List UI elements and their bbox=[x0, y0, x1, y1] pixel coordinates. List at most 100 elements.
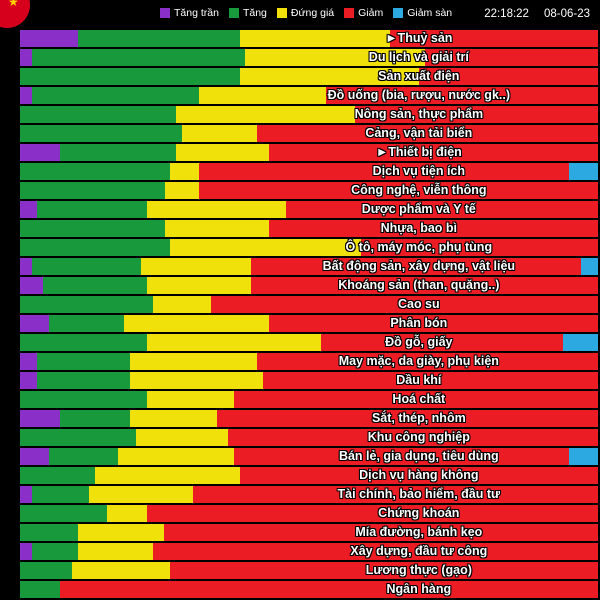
segment-up bbox=[48, 315, 125, 332]
segment-up bbox=[20, 581, 61, 598]
sector-row: Khu công nghiệp bbox=[20, 429, 598, 448]
segment-unchanged bbox=[164, 220, 269, 237]
sector-row: Dịch vụ tiện ích bbox=[20, 163, 598, 182]
stacked-bar bbox=[20, 49, 598, 66]
segment-ceiling bbox=[20, 258, 32, 275]
stacked-bar bbox=[20, 410, 598, 427]
stacked-bar bbox=[20, 353, 598, 370]
segment-up bbox=[31, 486, 90, 503]
down-swatch-icon bbox=[344, 8, 355, 18]
up-swatch-icon bbox=[228, 8, 239, 18]
stacked-bar bbox=[20, 163, 598, 180]
sector-label: Dịch vụ hàng không bbox=[359, 468, 479, 482]
segment-unchanged bbox=[152, 296, 211, 313]
segment-unchanged bbox=[147, 201, 286, 218]
segment-unchanged bbox=[135, 429, 229, 446]
legend-label: Giảm sàn bbox=[407, 7, 453, 19]
segment-unchanged bbox=[89, 486, 194, 503]
segment-unchanged bbox=[106, 505, 148, 522]
clock-time: 22:18:22 bbox=[484, 8, 529, 20]
segment-unchanged bbox=[118, 448, 234, 465]
legend-label: Tăng trần bbox=[174, 7, 219, 19]
stacked-bar bbox=[20, 220, 598, 237]
segment-down bbox=[239, 467, 598, 484]
sector-row: Ngân hàng bbox=[20, 581, 598, 600]
sector-label: Khoáng sản (than, quặng..) bbox=[338, 278, 500, 292]
stacked-bar bbox=[20, 562, 598, 579]
stacked-bar bbox=[20, 334, 598, 351]
stacked-bar bbox=[20, 524, 598, 541]
legend: Tăng trần Tăng Đứng giá Giảm Giảm sàn bbox=[160, 7, 452, 19]
sector-row: Nhựa, bao bì bbox=[20, 220, 598, 239]
segment-down bbox=[268, 220, 598, 237]
segment-up bbox=[20, 429, 136, 446]
segment-up bbox=[20, 467, 96, 484]
sector-row: Đồ gỗ, giấy bbox=[20, 334, 598, 353]
stacked-bar bbox=[20, 581, 598, 598]
stacked-bar bbox=[20, 296, 598, 313]
sector-label: Mía đường, bánh kẹo bbox=[355, 525, 483, 539]
sector-row: Ô tô, máy móc, phụ tùng bbox=[20, 239, 598, 258]
sector-label: Tài chính, bảo hiểm, đầu tư bbox=[337, 487, 501, 501]
segment-down bbox=[216, 410, 598, 427]
stacked-bar bbox=[20, 201, 598, 218]
segment-unchanged bbox=[129, 372, 263, 389]
segment-up bbox=[48, 448, 119, 465]
stacked-bar bbox=[20, 486, 598, 503]
segment-down bbox=[233, 391, 598, 408]
sector-label: Sắt, thép, nhôm bbox=[371, 411, 466, 425]
segment-down bbox=[361, 239, 598, 256]
segment-up bbox=[31, 258, 142, 275]
segment-unchanged bbox=[199, 87, 327, 104]
segment-ceiling bbox=[20, 410, 61, 427]
segment-down bbox=[251, 258, 581, 275]
chart-rows: ►Thuỷ sản Du lịch và giải trí Sản xuất điệ… bbox=[20, 30, 598, 600]
segment-down bbox=[326, 87, 598, 104]
stacked-bar bbox=[20, 239, 598, 256]
sector-label: Công nghệ, viễn thông bbox=[351, 183, 487, 197]
sector-label: ►Thuỷ sản bbox=[385, 31, 453, 45]
sector-row: Phân bón bbox=[20, 315, 598, 334]
segment-up bbox=[20, 106, 177, 123]
segment-up bbox=[37, 201, 148, 218]
segment-up bbox=[77, 30, 240, 47]
segment-up bbox=[20, 163, 171, 180]
segment-unchanged bbox=[141, 258, 252, 275]
legend-item-floor: Giảm sàn bbox=[393, 7, 452, 19]
stacked-bar bbox=[20, 144, 598, 161]
segment-up bbox=[20, 505, 107, 522]
segment-unchanged bbox=[170, 239, 361, 256]
segment-up bbox=[20, 182, 165, 199]
sector-label: Cảng, vận tải biển bbox=[365, 126, 473, 140]
segment-unchanged bbox=[72, 562, 171, 579]
sector-label: Cao su bbox=[397, 297, 440, 311]
legend-label: Tăng bbox=[242, 7, 267, 19]
segment-down bbox=[164, 524, 598, 541]
stacked-bar bbox=[20, 125, 598, 142]
segment-up bbox=[20, 239, 171, 256]
segment-up bbox=[20, 220, 165, 237]
segment-unchanged bbox=[77, 543, 153, 560]
sector-label: Chứng khoán bbox=[378, 506, 460, 520]
segment-unchanged bbox=[124, 315, 269, 332]
segment-down bbox=[170, 562, 598, 579]
sector-row: Sắt, thép, nhôm bbox=[20, 410, 598, 429]
segment-up bbox=[43, 277, 148, 294]
segment-up bbox=[20, 524, 78, 541]
stacked-bar bbox=[20, 315, 598, 332]
segment-unchanged bbox=[176, 106, 356, 123]
segment-unchanged bbox=[170, 163, 200, 180]
segment-ceiling bbox=[20, 277, 44, 294]
clock-date: 08-06-23 bbox=[543, 8, 590, 20]
segment-down bbox=[256, 353, 598, 370]
sector-row: Mía đường, bánh kẹo bbox=[20, 524, 598, 543]
sector-row: Đồ uống (bia, rượu, nước gk..) bbox=[20, 87, 598, 106]
stacked-bar bbox=[20, 429, 598, 446]
legend-item-down: Giảm bbox=[344, 7, 383, 19]
sector-row: Dược phẩm và Y tế bbox=[20, 201, 598, 220]
segment-down bbox=[233, 448, 570, 465]
stacked-bar bbox=[20, 106, 598, 123]
segment-down bbox=[60, 581, 598, 598]
legend-label: Đứng giá bbox=[290, 7, 335, 19]
sector-row: Công nghệ, viễn thông bbox=[20, 182, 598, 201]
